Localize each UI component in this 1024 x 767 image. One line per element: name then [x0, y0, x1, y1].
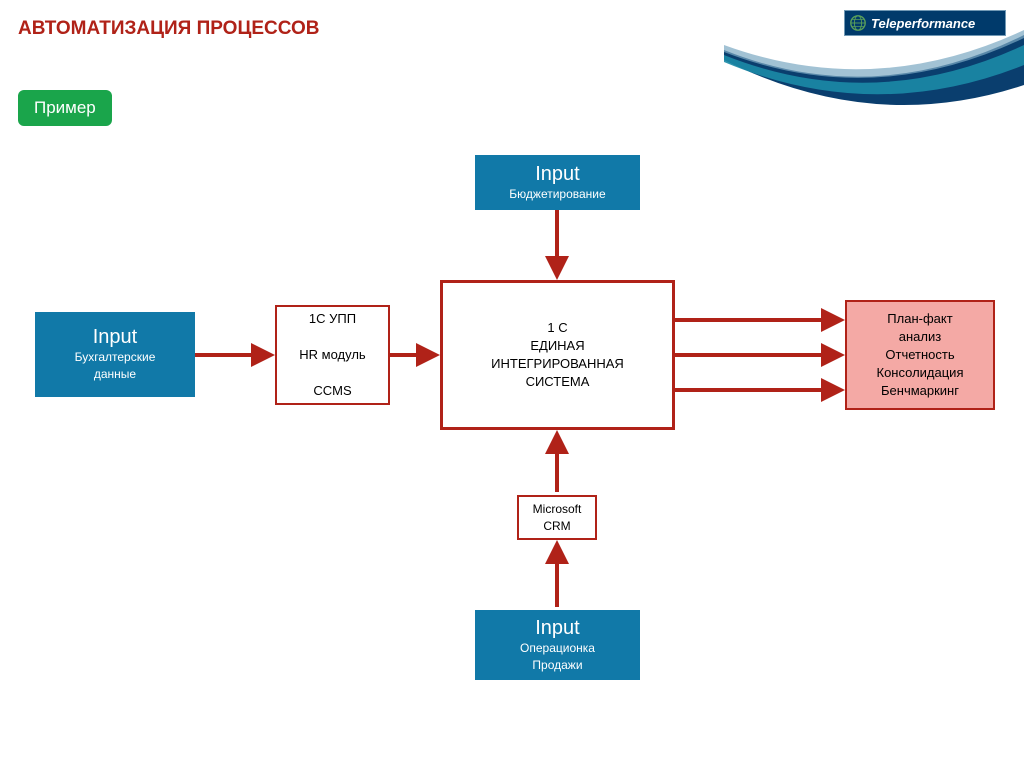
node-right_out-sub: План-факт анализ Отчетность Консолидация… — [877, 310, 964, 401]
node-bottom_input-title: Input — [535, 617, 579, 640]
logo-text: Teleperformance — [871, 16, 975, 31]
node-left_mid-sub: 1С УПП HR модуль CCMS — [299, 310, 365, 401]
logo: Teleperformance — [844, 10, 1006, 36]
node-crm-sub: Microsoft CRM — [533, 501, 582, 535]
swoosh-decoration — [724, 30, 1024, 120]
node-bottom_input-sub: Операционка Продажи — [520, 640, 595, 674]
node-left_input-sub: Бухгалтерские данные — [75, 349, 156, 383]
node-top_input-sub: Бюджетирование — [509, 186, 605, 203]
page-title: АВТОМАТИЗАЦИЯ ПРОЦЕССОВ — [18, 18, 319, 40]
node-top_input: InputБюджетирование — [475, 155, 640, 210]
node-bottom_input: InputОперационка Продажи — [475, 610, 640, 680]
node-left_mid: 1С УПП HR модуль CCMS — [275, 305, 390, 405]
globe-icon — [849, 14, 867, 32]
node-left_input: InputБухгалтерские данные — [35, 312, 195, 397]
node-right_out: План-факт анализ Отчетность Консолидация… — [845, 300, 995, 410]
node-center: 1 С ЕДИНАЯ ИНТЕГРИРОВАННАЯ СИСТЕМА — [440, 280, 675, 430]
node-crm: Microsoft CRM — [517, 495, 597, 540]
node-left_input-title: Input — [93, 326, 137, 349]
node-top_input-title: Input — [535, 163, 579, 186]
example-badge: Пример — [18, 90, 112, 126]
node-center-sub: 1 С ЕДИНАЯ ИНТЕГРИРОВАННАЯ СИСТЕМА — [491, 319, 624, 392]
